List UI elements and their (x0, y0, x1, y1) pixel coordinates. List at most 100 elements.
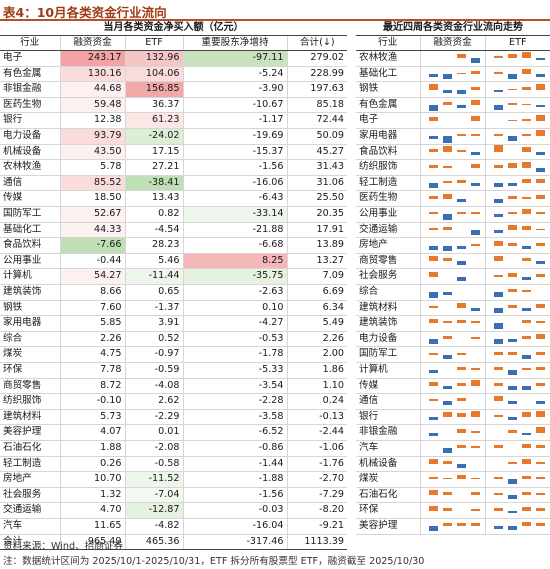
etf-week-3-bar (521, 226, 531, 230)
etf-trend-cell (484, 268, 550, 285)
margin-financing-week-3-bar (456, 89, 466, 95)
etf-cell: 17.15 (124, 144, 183, 161)
major-holder-cell: -1.17 (182, 112, 287, 130)
margin-financing-cell: 85.52 (59, 175, 125, 192)
margin-financing-week-3-bar (456, 73, 466, 74)
etf-week-4-bar (535, 401, 545, 405)
margin-financing-week-2-bar (442, 227, 452, 230)
total-cell: -2.44 (286, 424, 347, 441)
trend-industry-name-cell: 家用电器 (356, 128, 420, 145)
margin-financing-week-4-bar (470, 163, 480, 168)
table-row: 建筑装饰 8.66 0.65 -2.63 6.69 (0, 284, 347, 301)
net-buy-table-panel: 当月各类资金净买入额（亿元） 行业 融资资金 ETF 重要股东净增持 合计(↓)… (0, 21, 347, 551)
margin-financing-cell: 8.66 (59, 284, 125, 301)
net-buy-table-body: 电子 243.17 132.96 -97.11 279.02 有色金属 130.16 104.… (0, 50, 347, 551)
table-row: 非银金融 44.68 156.85 -3.90 197.63 (0, 81, 347, 98)
etf-week-4-bar (535, 383, 545, 386)
etf-week-4-bar (535, 476, 545, 480)
table-row: 电力设备 93.79 -24.02 -19.69 50.09 (0, 128, 347, 145)
industry-name-cell: 非银金融 (0, 81, 60, 98)
trend-table-row: 商贸零售 (356, 253, 550, 270)
etf-cell: -0.59 (124, 362, 183, 379)
table-row: 食品饮料 -7.66 28.23 -6.68 13.89 (0, 237, 347, 254)
table-row: 石油石化 1.88 -2.08 -0.86 -1.06 (0, 440, 347, 457)
margin-financing-trend-cell (419, 331, 485, 348)
margin-financing-week-3-bar (456, 463, 466, 469)
margin-financing-week-3-bar (456, 150, 466, 152)
etf-week-3-bar (521, 432, 531, 436)
trend-column-header-margin-financing: 融资资金 (419, 35, 485, 52)
industry-name-cell: 通信 (0, 175, 60, 192)
major-holder-cell: -1.56 (182, 487, 287, 504)
margin-financing-trend-cell (419, 128, 485, 145)
trend-industry-name-cell: 基础化工 (356, 66, 420, 83)
margin-financing-week-4-bar (470, 211, 480, 215)
etf-week-2-bar (507, 273, 517, 277)
industry-name-cell: 美容护理 (0, 424, 60, 441)
margin-financing-week-3-bar (456, 474, 466, 480)
trend-industry-name-cell: 建筑材料 (356, 300, 420, 317)
margin-financing-cell: 4.07 (59, 424, 125, 441)
margin-financing-trend-cell (419, 502, 485, 519)
etf-cell: 0.52 (124, 331, 183, 348)
trend-table-row: 国防军工 (356, 346, 550, 363)
etf-week-3-bar (521, 69, 531, 74)
trend-table-row: 交通运输 (356, 222, 550, 239)
major-holder-cell: -5.24 (182, 66, 287, 83)
etf-trend-cell (484, 112, 550, 130)
table-row: 房地产 10.70 -11.52 -1.88 -2.70 (0, 471, 347, 488)
table-row: 传媒 18.50 13.43 -6.43 25.50 (0, 190, 347, 208)
trend-industry-name-cell: 环保 (356, 502, 420, 519)
margin-financing-week-4-bar (470, 411, 480, 418)
total-cell: 20.35 (286, 206, 347, 223)
etf-week-3-bar (521, 492, 531, 496)
industry-name-cell: 环保 (0, 362, 60, 379)
margin-financing-week-1-bar (428, 417, 438, 420)
major-holder-cell: -3.58 (182, 409, 287, 426)
etf-week-2-bar (507, 401, 517, 405)
margin-financing-week-2-bar (442, 89, 452, 94)
margin-financing-cell: 1.88 (59, 440, 125, 457)
margin-financing-week-2-bar (442, 73, 452, 79)
table-row: 汽车 11.65 -4.82 -16.04 -9.21 (0, 518, 347, 535)
etf-week-3-bar (521, 51, 531, 59)
etf-week-1-bar (493, 507, 503, 511)
major-holder-cell: -35.75 (182, 268, 287, 285)
etf-week-2-bar (507, 385, 517, 391)
table-row: 美容护理 4.07 0.01 -6.52 -2.44 (0, 424, 347, 441)
trend-table: 行业 融资资金 ETF 农林牧渔 基础化工 钢铁 有色金属 电子 家用电器 食品饮料 纺织服饰… (356, 35, 550, 535)
etf-week-3-bar (521, 147, 531, 152)
margin-financing-trend-cell (419, 378, 485, 395)
trend-industry-name-cell: 社会服务 (356, 268, 420, 285)
etf-week-4-bar (535, 366, 545, 371)
margin-financing-trend-cell (419, 237, 485, 254)
margin-financing-week-2-bar (442, 292, 452, 296)
table-row: 煤炭 4.75 -0.97 -1.78 2.00 (0, 346, 347, 363)
margin-financing-week-1-bar (428, 459, 438, 464)
etf-week-4-bar (535, 411, 545, 418)
etf-week-3-bar (521, 245, 531, 250)
margin-financing-trend-cell (419, 456, 485, 473)
margin-financing-week-3-bar (456, 352, 466, 355)
total-cell: 25.50 (286, 190, 347, 208)
etf-week-1-bar (493, 89, 503, 93)
margin-financing-week-2-bar (442, 461, 452, 464)
major-holder-cell: -33.14 (182, 206, 287, 223)
margin-financing-trend-cell (419, 222, 485, 239)
etf-cell: -4.08 (124, 378, 183, 395)
etf-week-4-bar (535, 195, 545, 199)
industry-name-cell: 国防军工 (0, 206, 60, 223)
total-cell: 6.34 (286, 300, 347, 317)
margin-financing-trend-cell (419, 362, 485, 379)
margin-financing-cell: 18.50 (59, 190, 125, 208)
total-cell: 31.06 (286, 175, 347, 192)
industry-name-cell: 计算机 (0, 268, 60, 285)
etf-week-4-bar (535, 105, 545, 108)
margin-financing-week-3-bar (456, 133, 466, 137)
margin-financing-week-1-bar (428, 245, 438, 251)
etf-week-4-bar (535, 427, 545, 433)
margin-financing-week-2-bar (442, 165, 452, 168)
margin-financing-week-2-bar (442, 136, 452, 143)
etf-week-1-bar (493, 240, 503, 246)
trend-table-row: 公用事业 (356, 206, 550, 223)
